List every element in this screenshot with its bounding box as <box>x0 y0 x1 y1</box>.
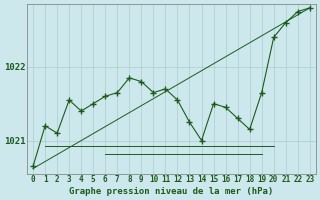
X-axis label: Graphe pression niveau de la mer (hPa): Graphe pression niveau de la mer (hPa) <box>69 187 274 196</box>
